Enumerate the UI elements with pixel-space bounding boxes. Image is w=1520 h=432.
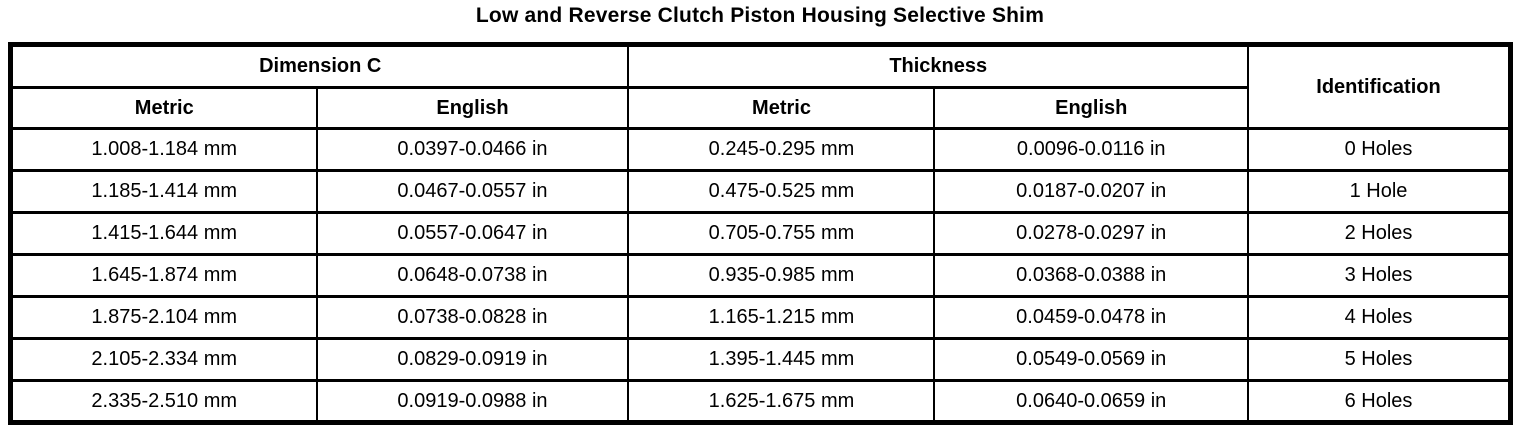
column-header-thickness-english: English (933, 86, 1249, 130)
cell-thickness-english: 0.0640-0.0659 in (933, 379, 1249, 424)
cell-dimension-c-english: 0.0738-0.0828 in (315, 295, 630, 340)
cell-thickness-english: 0.0549-0.0569 in (933, 337, 1249, 382)
cell-dimension-c-metric: 1.645-1.874 mm (9, 253, 318, 298)
selective-shim-table: Dimension C Thickness Identification Met… (8, 42, 1513, 425)
column-header-identification: Identification (1246, 43, 1512, 130)
cell-dimension-c-metric: 1.008-1.184 mm (9, 127, 318, 172)
column-header-dimension-c: Dimension C (9, 43, 630, 89)
cell-thickness-metric: 0.475-0.525 mm (627, 169, 936, 214)
cell-identification: 3 Holes (1246, 253, 1512, 298)
cell-thickness-metric: 0.935-0.985 mm (627, 253, 936, 298)
cell-thickness-english: 0.0278-0.0297 in (933, 211, 1249, 256)
cell-identification: 4 Holes (1246, 295, 1512, 340)
cell-thickness-metric: 0.245-0.295 mm (627, 127, 936, 172)
table-row: 2.335-2.510 mm 0.0919-0.0988 in 1.625-1.… (9, 379, 1512, 424)
cell-dimension-c-metric: 2.335-2.510 mm (9, 379, 318, 424)
cell-thickness-english: 0.0187-0.0207 in (933, 169, 1249, 214)
cell-identification: 1 Hole (1246, 169, 1512, 214)
group-header-row: Dimension C Thickness Identification (9, 43, 1512, 130)
cell-thickness-metric: 0.705-0.755 mm (627, 211, 936, 256)
cell-dimension-c-metric: 1.875-2.104 mm (9, 295, 318, 340)
table-row: 2.105-2.334 mm 0.0829-0.0919 in 1.395-1.… (9, 337, 1512, 382)
cell-thickness-english: 0.0368-0.0388 in (933, 253, 1249, 298)
column-header-dimension-c-metric: Metric (9, 86, 318, 130)
cell-thickness-metric: 1.395-1.445 mm (627, 337, 936, 382)
table-row: 1.645-1.874 mm 0.0648-0.0738 in 0.935-0.… (9, 253, 1512, 298)
cell-dimension-c-english: 0.0557-0.0647 in (315, 211, 630, 256)
cell-thickness-metric: 1.625-1.675 mm (627, 379, 936, 424)
cell-dimension-c-english: 0.0829-0.0919 in (315, 337, 630, 382)
cell-dimension-c-metric: 1.415-1.644 mm (9, 211, 318, 256)
cell-dimension-c-metric: 1.185-1.414 mm (9, 169, 318, 214)
cell-dimension-c-english: 0.0397-0.0466 in (315, 127, 630, 172)
column-header-thickness: Thickness (627, 43, 1249, 89)
page-title: Low and Reverse Clutch Piston Housing Se… (475, 4, 1045, 27)
sub-header-row: Metric English Metric English (9, 86, 1511, 130)
column-header-dimension-c-english: English (315, 86, 630, 130)
cell-identification: 5 Holes (1246, 337, 1512, 382)
cell-identification: 0 Holes (1246, 127, 1512, 172)
column-header-thickness-metric: Metric (627, 86, 936, 130)
table-row: 1.415-1.644 mm 0.0557-0.0647 in 0.705-0.… (9, 211, 1512, 256)
table-row: 1.185-1.414 mm 0.0467-0.0557 in 0.475-0.… (9, 169, 1512, 214)
cell-dimension-c-english: 0.0467-0.0557 in (315, 169, 630, 214)
cell-dimension-c-english: 0.0648-0.0738 in (315, 253, 630, 298)
cell-dimension-c-english: 0.0919-0.0988 in (315, 379, 630, 424)
cell-thickness-english: 0.0096-0.0116 in (933, 127, 1249, 172)
cell-dimension-c-metric: 2.105-2.334 mm (9, 337, 318, 382)
table-row: 1.875-2.104 mm 0.0738-0.0828 in 1.165-1.… (9, 295, 1512, 340)
cell-identification: 6 Holes (1246, 379, 1512, 424)
table-row: 1.008-1.184 mm 0.0397-0.0466 in 0.245-0.… (9, 127, 1512, 172)
cell-identification: 2 Holes (1246, 211, 1512, 256)
cell-thickness-english: 0.0459-0.0478 in (933, 295, 1249, 340)
cell-thickness-metric: 1.165-1.215 mm (627, 295, 936, 340)
